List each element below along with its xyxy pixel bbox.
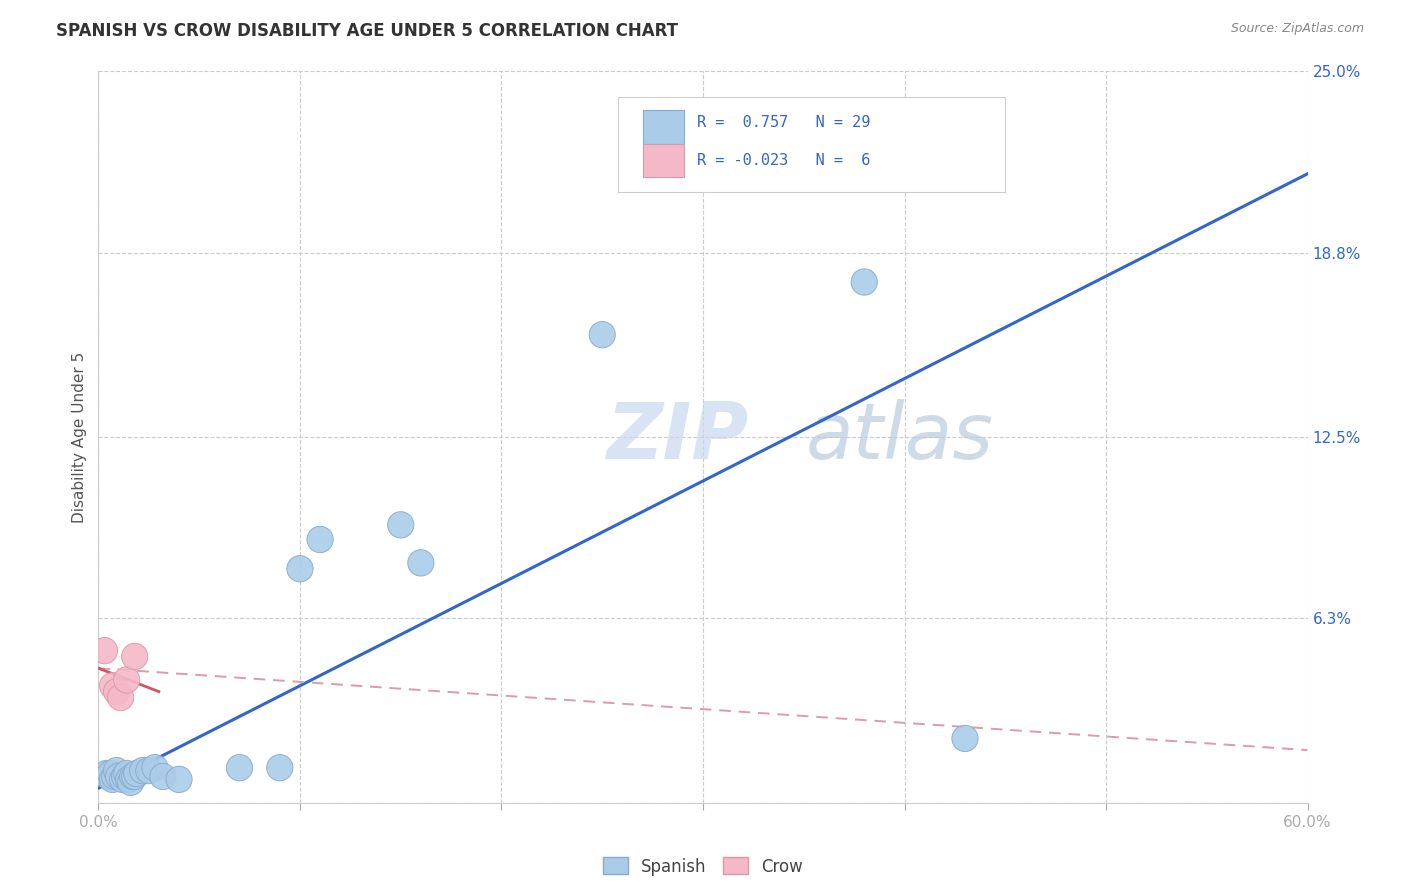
Ellipse shape (105, 764, 132, 789)
Ellipse shape (104, 757, 129, 784)
Ellipse shape (104, 679, 129, 705)
Ellipse shape (120, 764, 146, 789)
Ellipse shape (93, 760, 120, 787)
Ellipse shape (96, 764, 121, 789)
Ellipse shape (142, 755, 167, 780)
FancyBboxPatch shape (643, 110, 683, 144)
Text: atlas: atlas (806, 399, 994, 475)
Ellipse shape (121, 764, 148, 789)
Text: ZIP: ZIP (606, 399, 748, 475)
Ellipse shape (287, 556, 314, 582)
Ellipse shape (388, 512, 413, 538)
Ellipse shape (124, 760, 150, 787)
Ellipse shape (107, 684, 134, 711)
Ellipse shape (150, 764, 176, 789)
Y-axis label: Disability Age Under 5: Disability Age Under 5 (72, 351, 87, 523)
Ellipse shape (101, 764, 128, 789)
Ellipse shape (408, 549, 434, 576)
Ellipse shape (952, 725, 979, 752)
Ellipse shape (114, 760, 139, 787)
Ellipse shape (118, 769, 143, 796)
Ellipse shape (111, 764, 138, 789)
Text: SPANISH VS CROW DISABILITY AGE UNDER 5 CORRELATION CHART: SPANISH VS CROW DISABILITY AGE UNDER 5 C… (56, 22, 678, 40)
Ellipse shape (307, 526, 333, 553)
Ellipse shape (166, 766, 193, 793)
Ellipse shape (91, 638, 118, 664)
Ellipse shape (114, 666, 139, 693)
Ellipse shape (226, 755, 253, 780)
Ellipse shape (589, 321, 616, 348)
Ellipse shape (100, 766, 125, 793)
Text: Source: ZipAtlas.com: Source: ZipAtlas.com (1230, 22, 1364, 36)
FancyBboxPatch shape (619, 97, 1005, 192)
Ellipse shape (110, 766, 136, 793)
Ellipse shape (267, 755, 292, 780)
Legend: Spanish, Crow: Spanish, Crow (596, 851, 810, 882)
Ellipse shape (115, 766, 142, 793)
Text: R =  0.757   N = 29: R = 0.757 N = 29 (697, 115, 870, 130)
Ellipse shape (129, 757, 156, 784)
Ellipse shape (100, 673, 125, 699)
FancyBboxPatch shape (643, 144, 683, 178)
Ellipse shape (136, 757, 162, 784)
Text: R = -0.023   N =  6: R = -0.023 N = 6 (697, 153, 870, 168)
Ellipse shape (851, 268, 877, 295)
Ellipse shape (121, 643, 148, 670)
Ellipse shape (97, 760, 124, 787)
